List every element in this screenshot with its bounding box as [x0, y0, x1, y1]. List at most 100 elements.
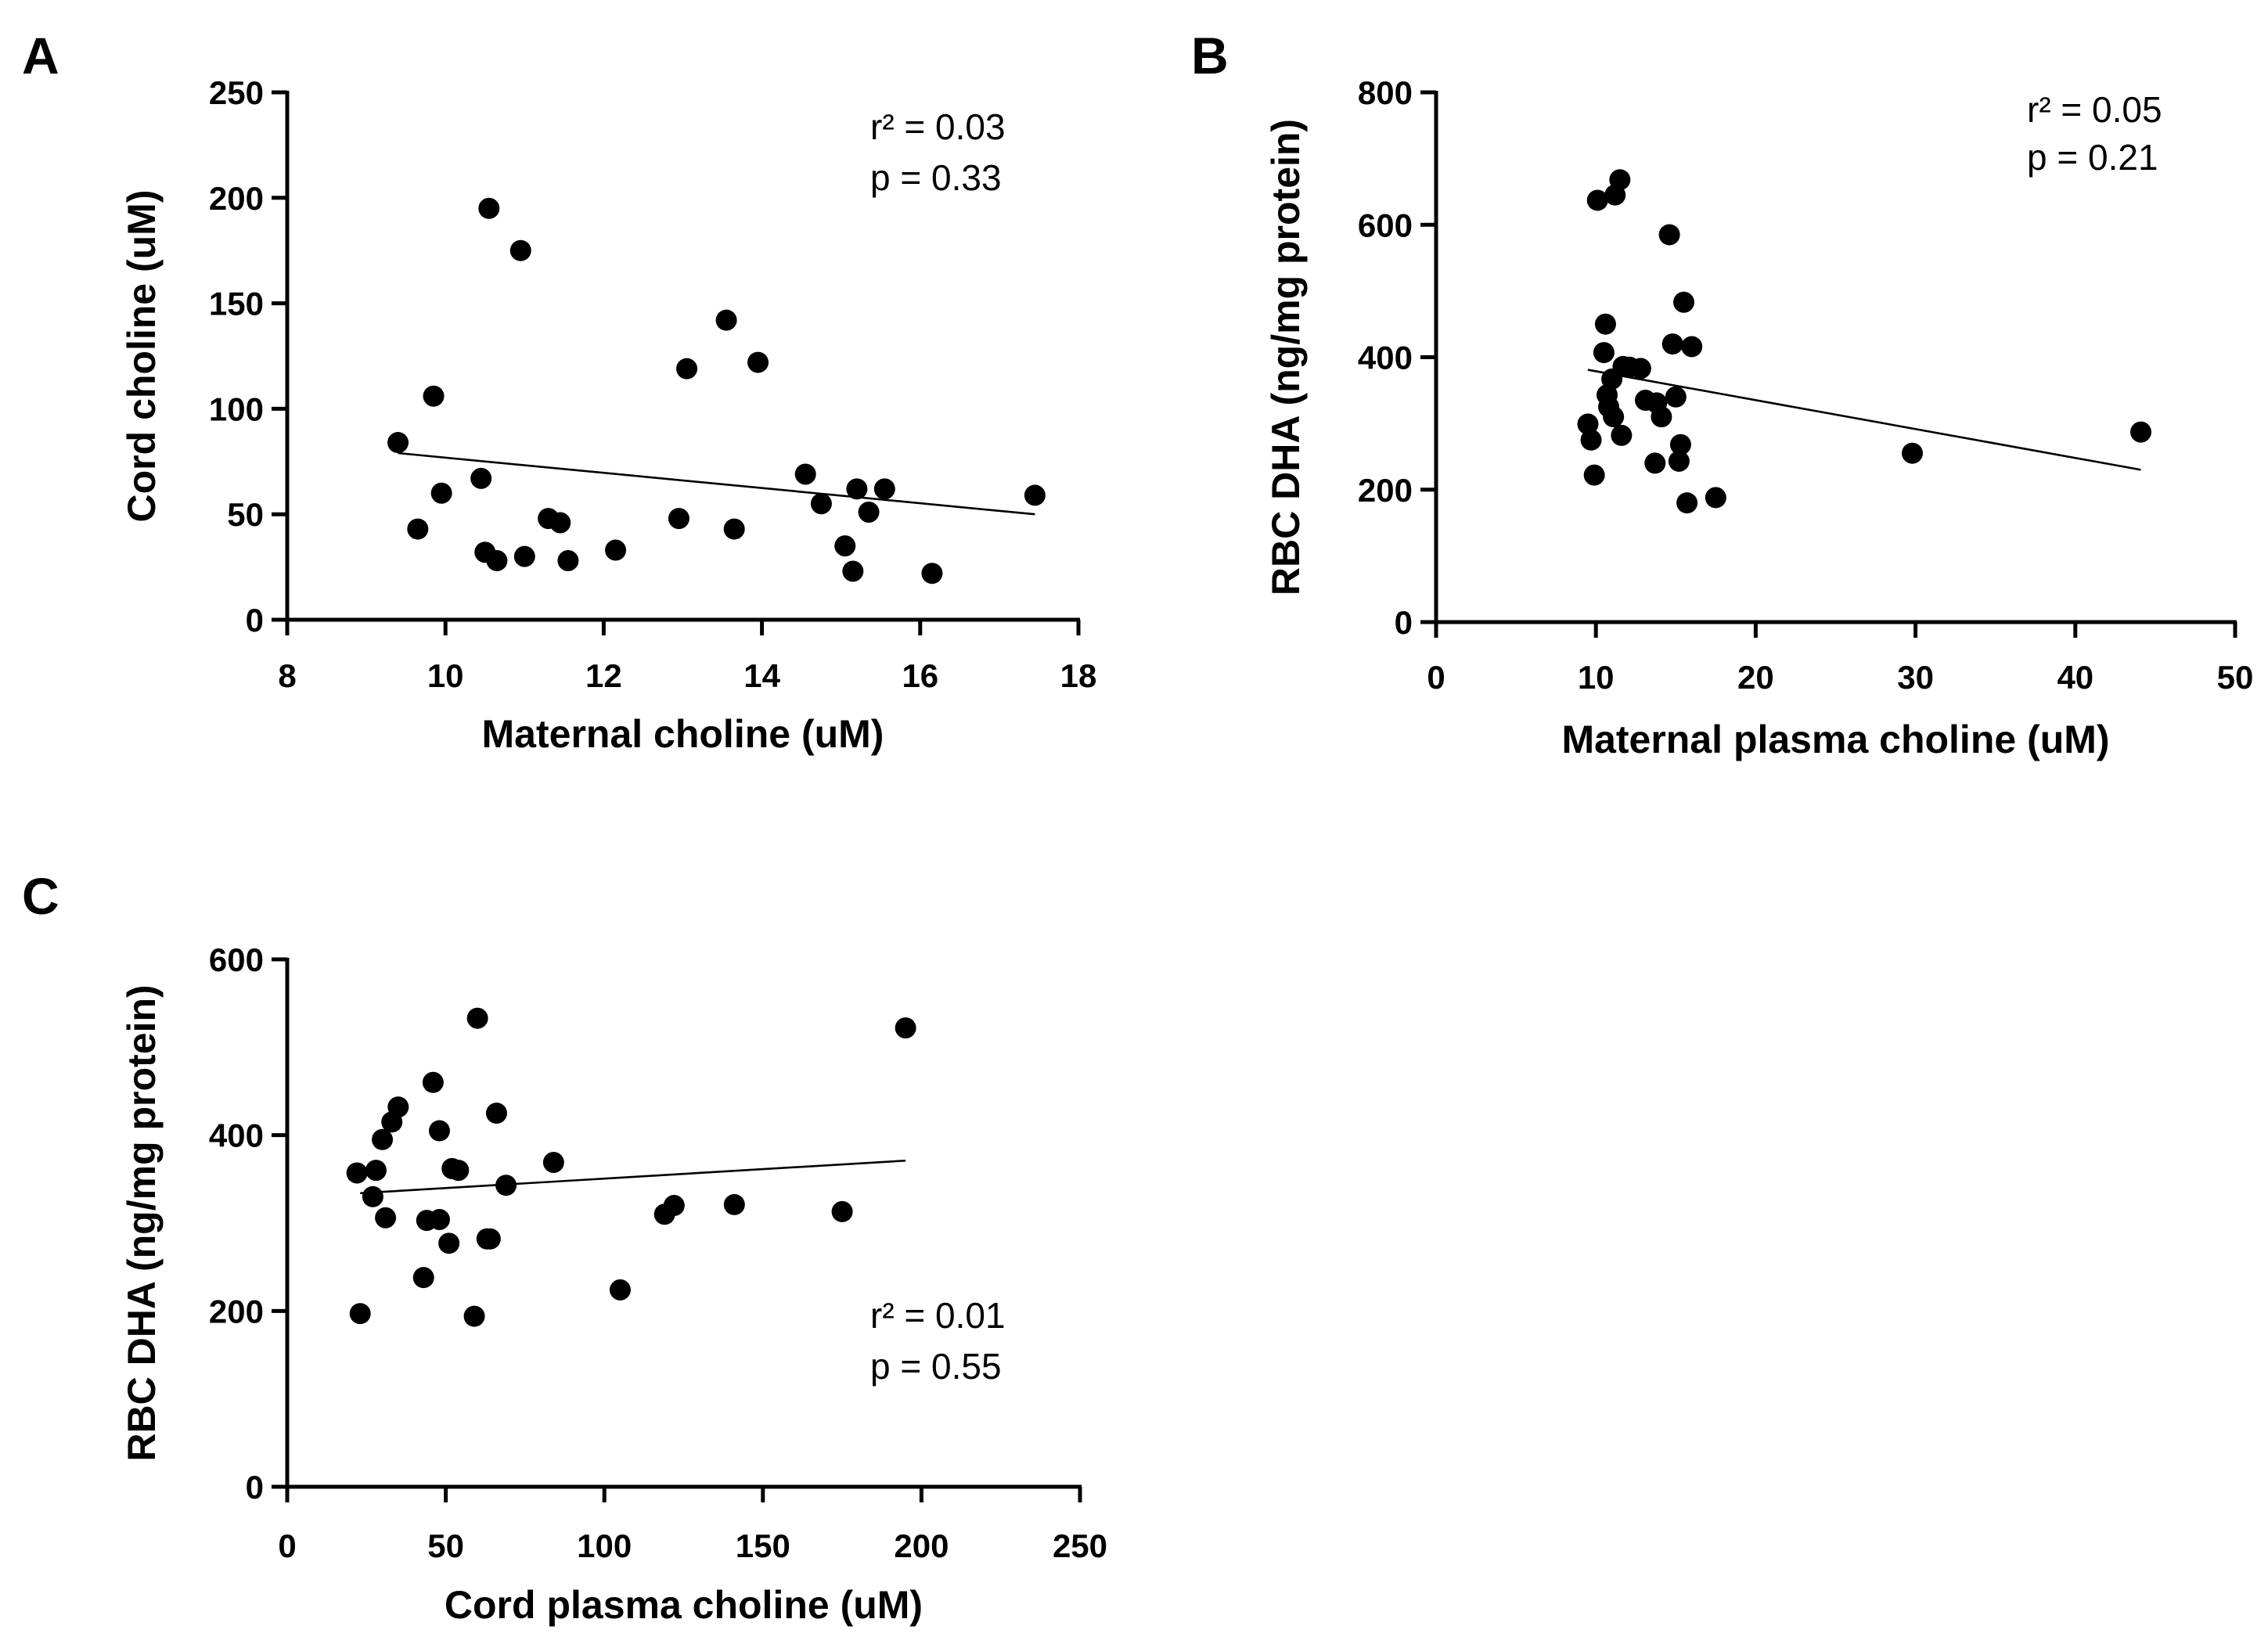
data-point [470, 467, 492, 489]
data-point [1676, 492, 1698, 514]
x-tick-label: 20 [1737, 659, 1774, 696]
data-point [423, 385, 445, 407]
p-value-annotation: p = 0.55 [870, 1346, 1002, 1387]
data-point [1669, 434, 1691, 455]
x-tick-label: 14 [743, 657, 780, 694]
y-tick-label: 250 [209, 74, 264, 111]
x-tick-label: 200 [894, 1527, 949, 1564]
y-tick-label: 200 [209, 180, 264, 217]
y-tick-label: 200 [209, 1293, 264, 1329]
data-point [663, 1195, 685, 1217]
p-value-annotation: p = 0.33 [870, 157, 1002, 198]
y-axis-title: RBC DHA (ng/mg protein) [120, 984, 164, 1461]
data-point [810, 493, 832, 515]
data-point [466, 1007, 488, 1029]
data-point [375, 1207, 397, 1229]
data-point [1902, 442, 1924, 464]
data-point [485, 1103, 507, 1124]
x-axis-title: Cord plasma choline (uM) [445, 1583, 923, 1627]
x-tick-label: 250 [1053, 1527, 1107, 1564]
data-point [549, 512, 571, 534]
panel-label: C [22, 867, 59, 925]
data-point [362, 1185, 383, 1207]
data-point [412, 1267, 434, 1289]
p-value-annotation: p = 0.21 [2027, 137, 2158, 178]
data-point [873, 478, 895, 500]
data-point [842, 560, 864, 582]
data-point [430, 482, 452, 504]
data-point [1577, 413, 1599, 435]
regression-line [1587, 369, 2141, 471]
data-point [1593, 342, 1615, 364]
r-squared-annotation: r² = 0.01 [870, 1295, 1006, 1336]
data-point [1681, 336, 1703, 358]
panel-label: A [22, 27, 59, 85]
data-point [921, 563, 943, 585]
data-point [831, 1200, 853, 1222]
data-point [715, 309, 737, 331]
x-tick-label: 10 [427, 657, 464, 694]
data-point [1609, 169, 1631, 191]
data-point [387, 1096, 409, 1118]
x-axis-title: Maternal choline (uM) [482, 712, 884, 756]
x-tick-label: 100 [577, 1527, 632, 1564]
data-point [605, 539, 627, 561]
r-squared-annotation: r² = 0.03 [870, 106, 1006, 147]
y-tick-label: 600 [1358, 207, 1413, 243]
data-point [1583, 464, 1605, 486]
data-point [1665, 386, 1687, 408]
data-point [428, 1120, 450, 1142]
data-point [448, 1160, 470, 1182]
data-point [438, 1232, 460, 1254]
r-squared-annotation: r² = 0.05 [2027, 89, 2162, 130]
data-point [609, 1279, 631, 1301]
data-point [463, 1305, 485, 1327]
chart-panel-a: A 8 10 12 14 16 18 0 50 100 150 200 250 Maternal chol… [22, 27, 1096, 756]
data-point [2130, 421, 2152, 443]
data-point [509, 239, 531, 261]
data-point [858, 502, 880, 523]
data-point [513, 545, 535, 567]
chart-panel-c: C 0 50 100 150 200 250 0 200 400 600 Cord plasma ch… [22, 867, 1107, 1627]
x-tick-label: 18 [1060, 657, 1097, 694]
data-point [1661, 333, 1683, 355]
y-tick-label: 100 [209, 390, 264, 427]
data-point [1603, 406, 1625, 428]
y-tick-label: 400 [209, 1117, 264, 1154]
x-axis-title: Maternal plasma choline (uM) [1561, 718, 2109, 761]
y-axis-title: RBC DHA (ng/mg protein) [1264, 119, 1308, 595]
data-point [676, 358, 698, 380]
data-point [346, 1162, 368, 1184]
y-tick-label: 400 [1358, 340, 1413, 376]
data-point [407, 518, 429, 540]
data-point [1644, 452, 1666, 474]
data-point [428, 1209, 450, 1231]
data-point [668, 508, 689, 530]
data-point [495, 1175, 517, 1196]
x-tick-label: 0 [278, 1527, 296, 1564]
data-point [422, 1071, 444, 1093]
data-point [1673, 291, 1695, 313]
data-point [365, 1160, 387, 1182]
data-point [349, 1303, 371, 1325]
y-tick-label: 0 [246, 602, 264, 639]
data-point [834, 535, 856, 557]
data-point [1611, 424, 1633, 446]
data-point [478, 197, 500, 219]
y-tick-label: 50 [227, 496, 264, 533]
data-point [1705, 487, 1726, 509]
y-tick-label: 0 [246, 1469, 264, 1506]
data-point [895, 1017, 916, 1039]
data-point [372, 1128, 394, 1150]
y-tick-label: 150 [209, 286, 264, 322]
data-point [1668, 450, 1690, 472]
data-point [723, 1193, 745, 1215]
x-tick-label: 10 [1578, 659, 1615, 696]
data-point [1586, 189, 1608, 211]
data-point [387, 432, 409, 454]
regression-line [398, 452, 1035, 516]
y-tick-label: 600 [209, 941, 264, 978]
regression-line [360, 1159, 906, 1195]
y-tick-label: 800 [1358, 74, 1413, 111]
